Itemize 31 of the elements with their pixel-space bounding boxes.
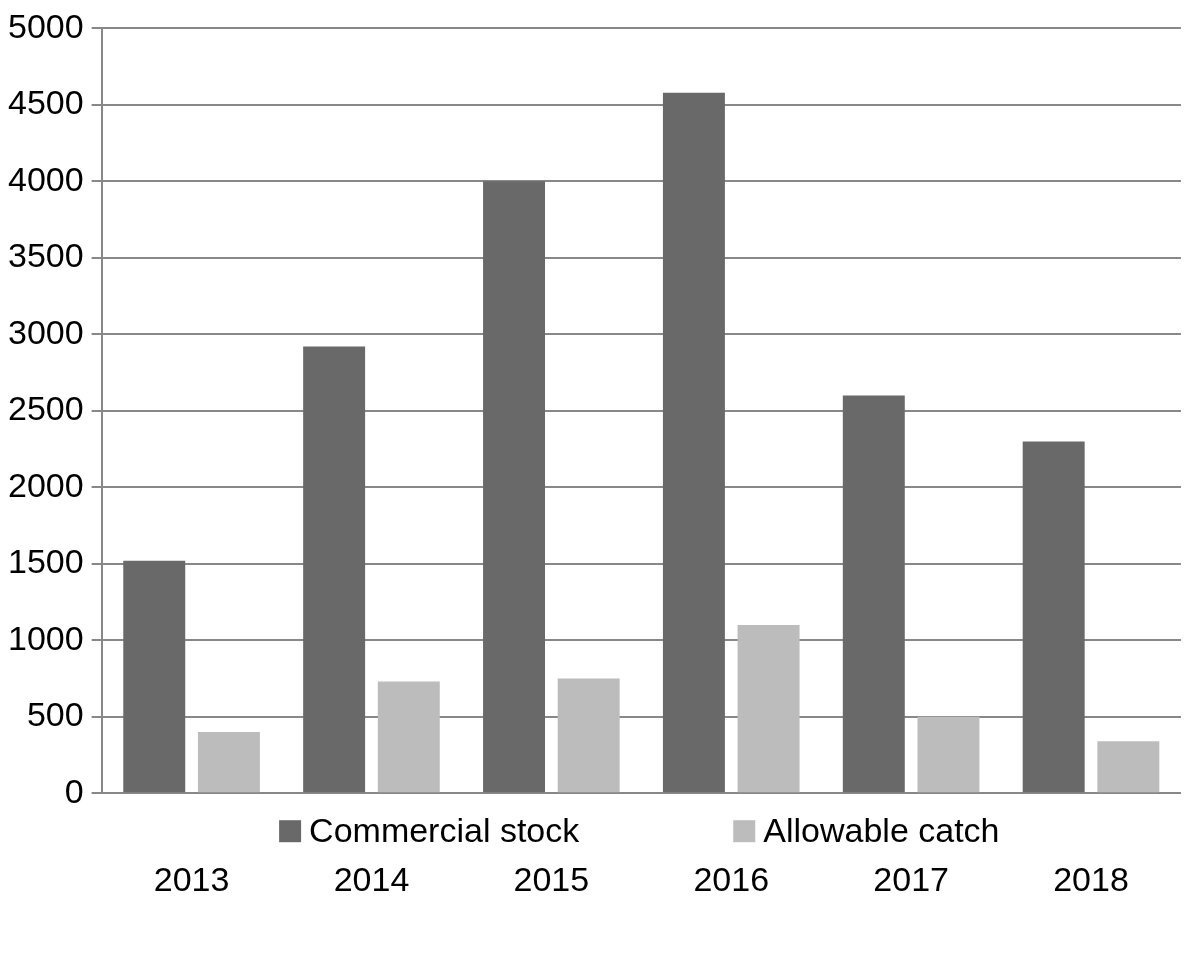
legend-label: Commercial stock [309, 810, 581, 849]
bar [1097, 741, 1160, 793]
bar [662, 92, 725, 793]
bar [377, 681, 440, 793]
y-tick-label: 3500 [8, 236, 84, 275]
bar [737, 624, 800, 793]
x-tick-label: 2014 [333, 859, 410, 898]
x-tick-label: 2016 [693, 859, 770, 898]
y-tick-label: 4000 [8, 159, 84, 198]
bar [917, 716, 980, 793]
bar [842, 395, 905, 793]
bar [483, 181, 546, 793]
x-tick-label: 2013 [153, 859, 230, 898]
bar [303, 346, 366, 793]
x-tick-label: 2018 [1053, 859, 1129, 898]
y-tick-label: 500 [26, 695, 84, 734]
y-tick-label: 2000 [8, 465, 84, 504]
y-tick-label: 3000 [8, 312, 84, 351]
legend-label: Allowable catch [763, 810, 1000, 849]
bar [197, 732, 260, 793]
x-tick-label: 2017 [873, 859, 949, 898]
y-tick-label: 5000 [8, 6, 84, 45]
bar [557, 678, 620, 793]
y-tick-label: 1000 [8, 618, 84, 657]
bar [1022, 441, 1085, 793]
y-tick-label: 4500 [8, 83, 84, 122]
y-tick-label: 0 [64, 771, 84, 810]
x-tick-label: 2015 [513, 859, 590, 898]
y-tick-label: 1500 [8, 542, 84, 581]
y-tick-label: 2500 [8, 389, 84, 428]
bar [123, 560, 186, 793]
